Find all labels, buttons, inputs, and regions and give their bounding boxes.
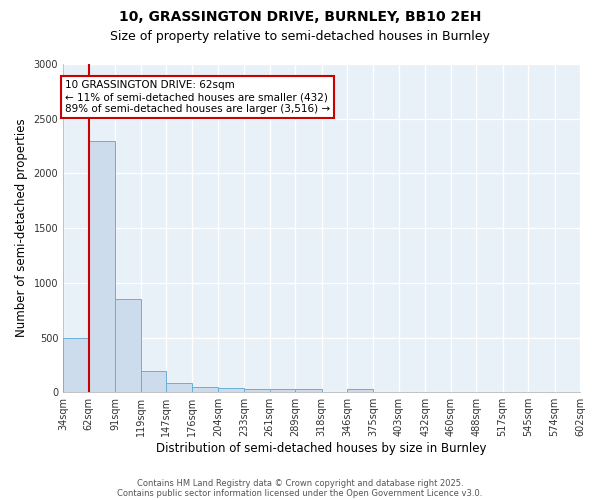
Text: 10 GRASSINGTON DRIVE: 62sqm
← 11% of semi-detached houses are smaller (432)
89% : 10 GRASSINGTON DRIVE: 62sqm ← 11% of sem… (65, 80, 330, 114)
Bar (89, 140, 115, 392)
Bar (140, 372, 166, 392)
Bar (218, 388, 244, 392)
Y-axis label: Number of semi-detached properties: Number of semi-detached properties (15, 119, 28, 338)
Bar (63, 338, 89, 392)
X-axis label: Distribution of semi-detached houses by size in Burnley: Distribution of semi-detached houses by … (157, 442, 487, 455)
Bar (295, 390, 322, 392)
Text: Contains HM Land Registry data © Crown copyright and database right 2025.: Contains HM Land Registry data © Crown c… (137, 478, 463, 488)
Text: Size of property relative to semi-detached houses in Burnley: Size of property relative to semi-detach… (110, 30, 490, 43)
Text: 10, GRASSINGTON DRIVE, BURNLEY, BB10 2EH: 10, GRASSINGTON DRIVE, BURNLEY, BB10 2EH (119, 10, 481, 24)
Bar (244, 389, 270, 392)
Bar (347, 389, 373, 392)
Bar (270, 390, 295, 392)
Bar (115, 299, 140, 392)
Bar (166, 384, 193, 392)
Text: Contains public sector information licensed under the Open Government Licence v3: Contains public sector information licen… (118, 488, 482, 498)
Bar (193, 386, 218, 392)
